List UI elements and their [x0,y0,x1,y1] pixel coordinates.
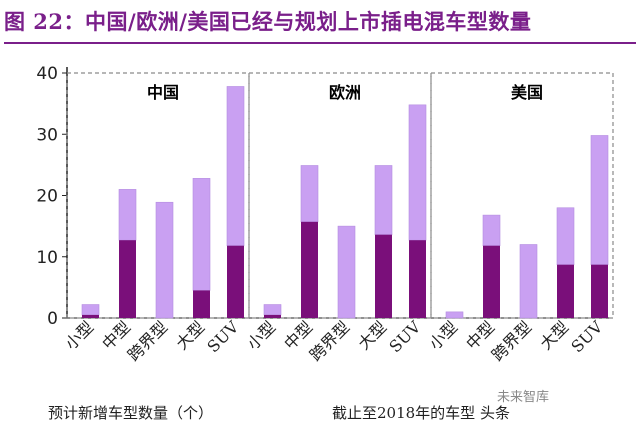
bar-existing [264,314,281,318]
y-tick-label: 30 [36,125,58,145]
bar-existing [227,245,244,318]
y-tick-label: 10 [36,248,58,268]
bar-existing [483,245,500,318]
bar-planned [590,135,609,266]
chart-bars [81,86,609,319]
bar-planned [445,311,464,319]
bar-planned [226,86,245,247]
panel-label: 美国 [511,83,543,102]
bar-planned [81,304,100,316]
bar-existing [591,264,608,318]
bar-planned [482,214,501,247]
bar-planned [408,104,427,241]
bar-planned [556,207,575,266]
bar-planned [192,178,211,291]
y-tick-label: 40 [36,64,58,84]
bar-existing [82,314,99,318]
bar-planned [300,165,319,223]
footer-source-note: 截止至2018年的车型 头条 [332,404,510,422]
bar-planned [519,244,538,319]
category-label: 大型 [172,317,208,353]
category-label: 小型 [61,317,97,353]
watermark-text: 未来智库 [497,390,550,405]
y-tick-label: 20 [36,187,58,207]
category-label: SUV [203,317,242,356]
bar-planned [337,225,356,319]
category-label: SUV [567,317,606,356]
bar-planned [118,189,137,241]
category-label: 大型 [536,317,572,353]
chart-title: 图 22：中国/欧洲/美国已经与规划上市插电混车型数量 [4,9,532,34]
bar-planned [155,201,174,319]
category-label: 跨界型 [488,317,535,364]
category-label: 小型 [425,317,461,353]
bar-existing [193,290,210,318]
bar-planned [374,165,393,236]
panel-label: 欧洲 [329,83,361,102]
category-label: 小型 [243,317,279,353]
panel-label: 中国 [147,83,179,102]
category-label: 跨界型 [306,317,353,364]
category-label: SUV [385,317,424,356]
bar-existing [409,240,426,318]
bar-existing [557,264,574,318]
bar-planned [263,304,282,316]
bar-existing [375,234,392,318]
bar-existing [301,221,318,318]
footer-unit-note: 预计新增车型数量（个） [48,404,214,422]
title-underline [4,42,636,44]
y-tick-label: 0 [47,309,58,329]
category-label: 大型 [354,317,390,353]
category-label: 跨界型 [124,317,171,364]
bar-existing [119,240,136,318]
